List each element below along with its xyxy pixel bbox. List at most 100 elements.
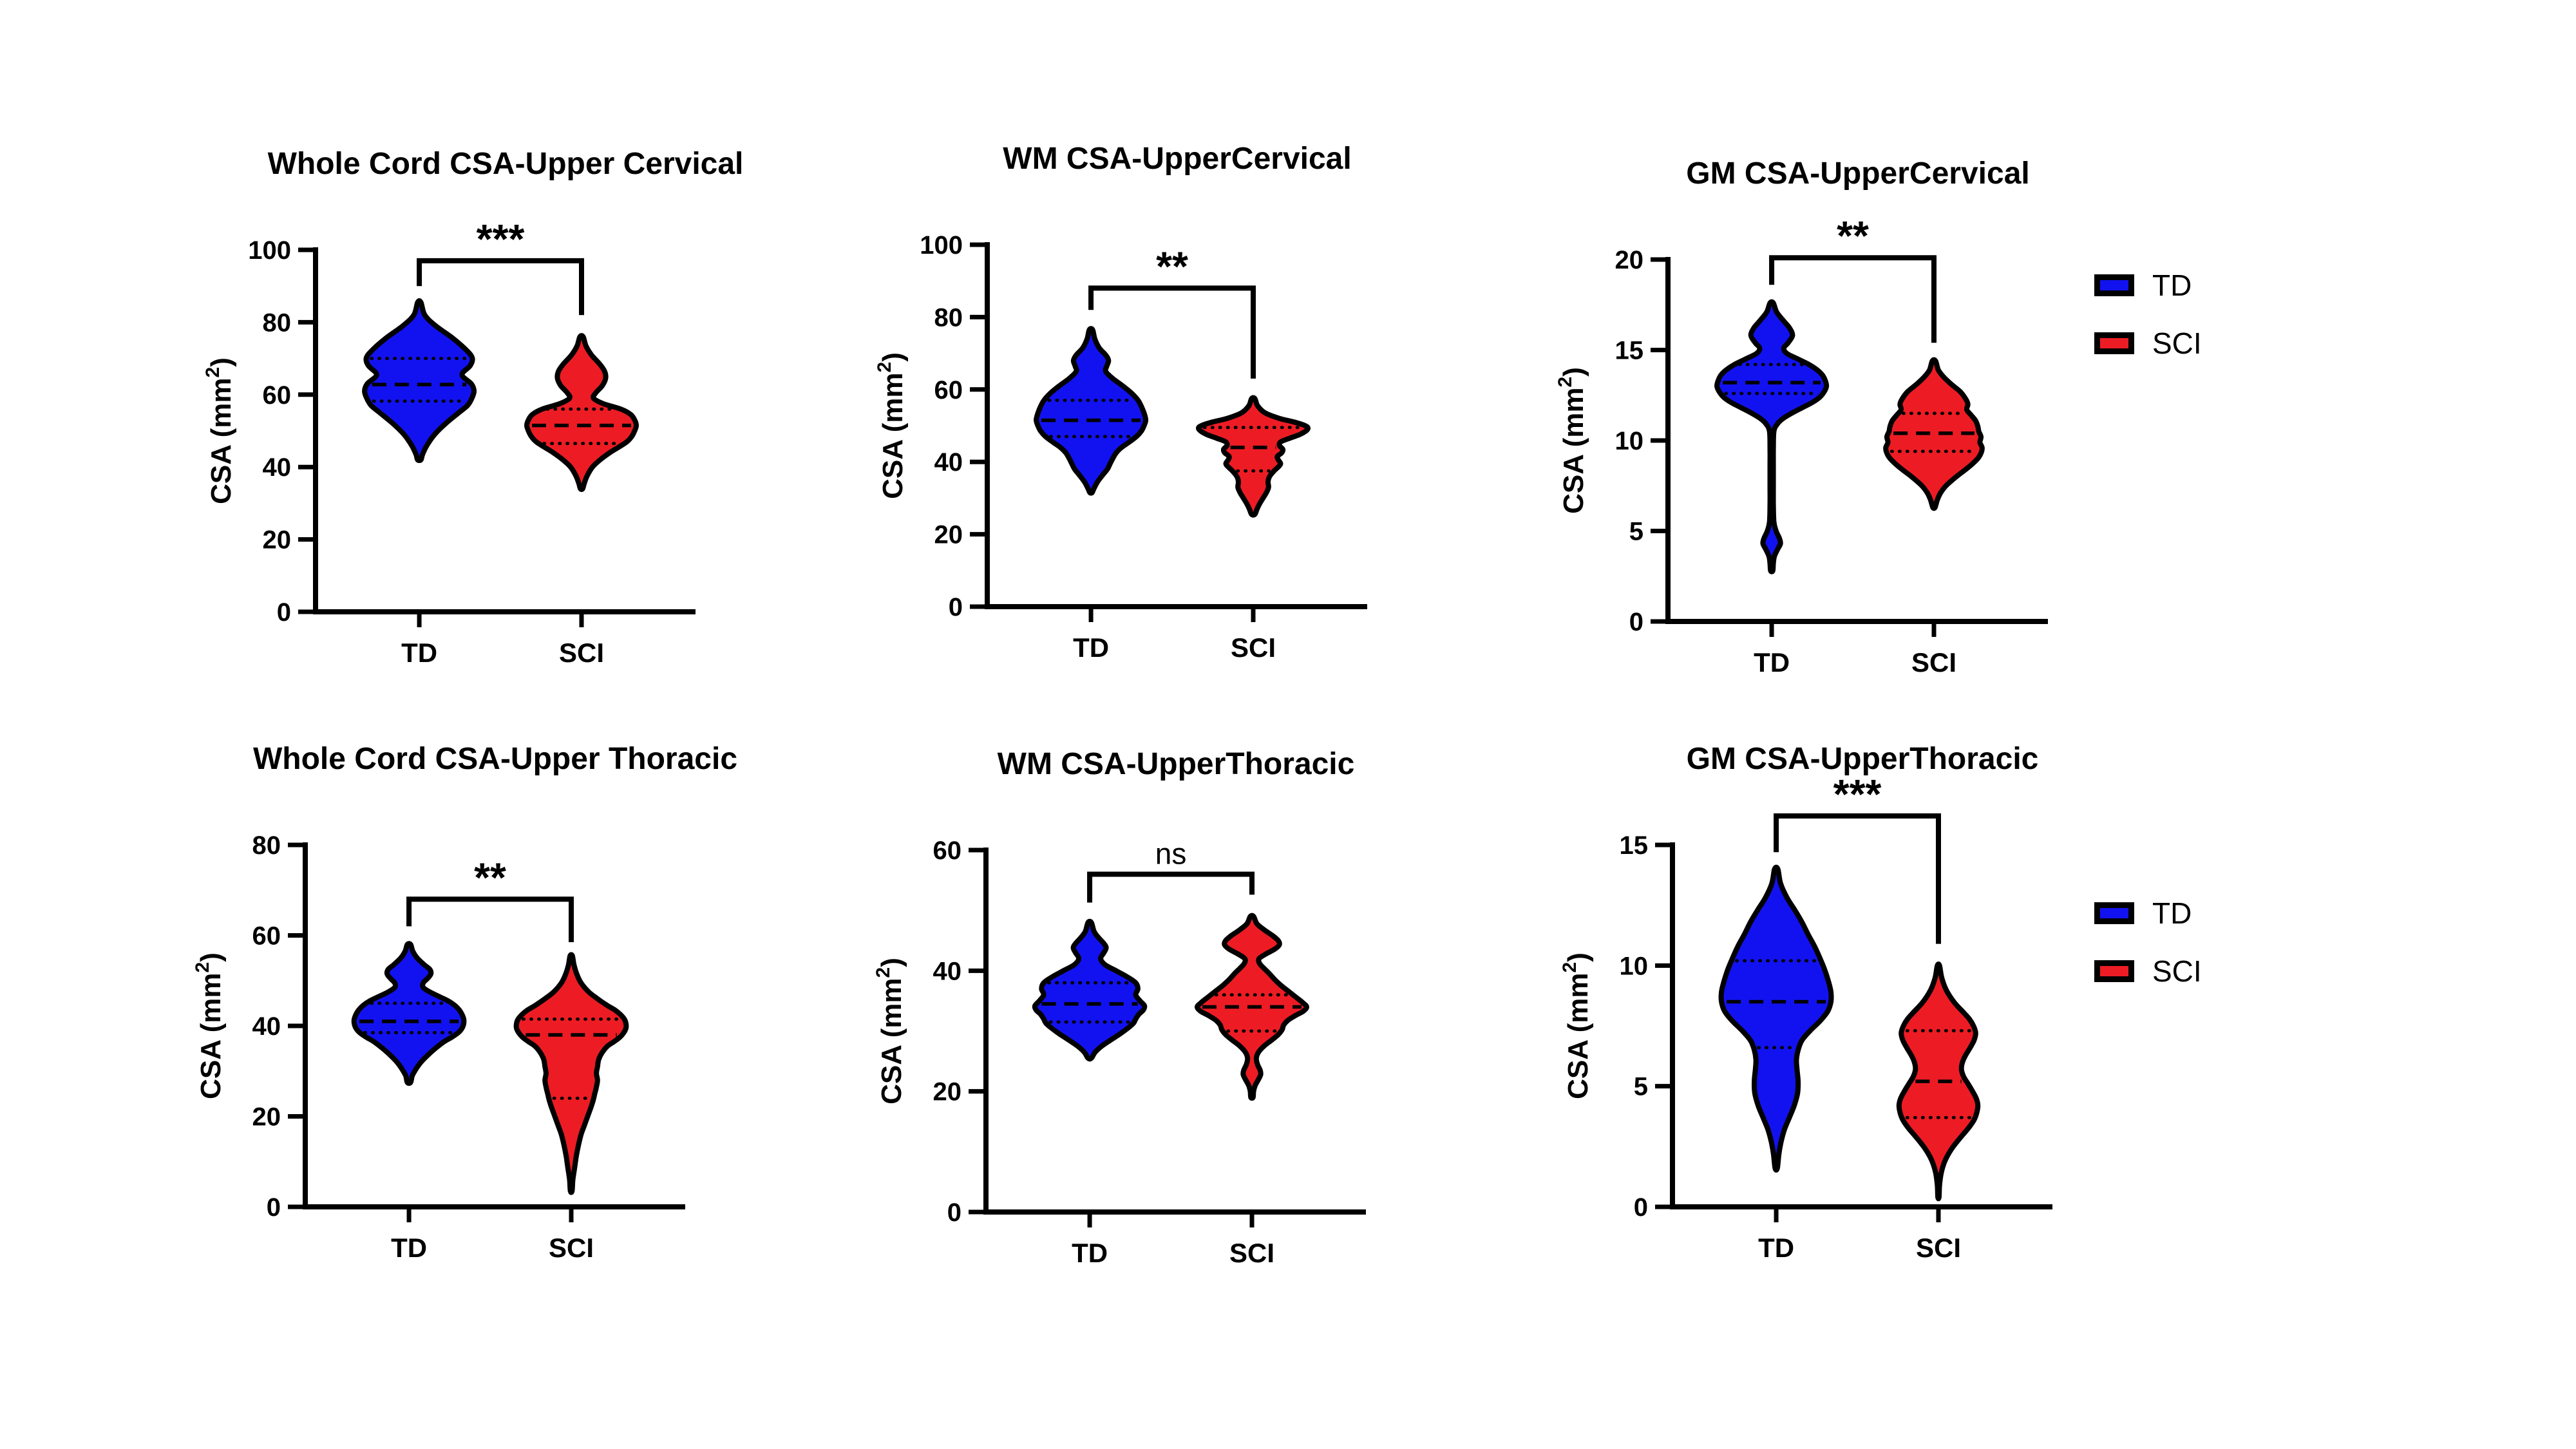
panel-title: GM CSA-UpperThoracic — [1687, 742, 2039, 776]
panel-gm-csa-upper-thoracic: GM CSA-UpperThoracic 0 5 10 15 TD SCI CSA (mm2)… — [1511, 710, 2271, 1373]
y-tick-label: 60 — [933, 837, 962, 865]
y-axis-label: CSA (mm2) — [202, 357, 237, 504]
y-tick-label: 20 — [934, 521, 963, 549]
violin-td — [362, 298, 477, 464]
x-category-label: SCI — [559, 638, 604, 668]
significance-label: *** — [1833, 771, 1882, 817]
td-color-swatch — [2094, 274, 2134, 296]
panel-title: Whole Cord CSA-Upper Thoracic — [253, 742, 737, 776]
sci-color-swatch — [2094, 332, 2134, 354]
y-tick-label: 80 — [934, 303, 963, 332]
legend-item-td: TD — [2094, 898, 2202, 928]
significance-label: ns — [1155, 837, 1187, 870]
y-tick-label: 60 — [934, 376, 963, 404]
y-tick-label: 5 — [1634, 1073, 1648, 1101]
legend-label-td: TD — [2152, 269, 2192, 302]
significance-bracket — [1088, 285, 1256, 379]
violin-plot-svg: Whole Cord CSA-Upper Thoracic 0 20 40 60 80 TD… — [192, 742, 737, 1263]
y-tick-label: 40 — [934, 448, 963, 477]
td-color-swatch — [2094, 902, 2134, 924]
panel-title: WM CSA-UpperThoracic — [998, 747, 1355, 781]
x-category-label: SCI — [1911, 647, 1956, 677]
x-category-label: SCI — [1916, 1233, 1961, 1263]
significance-bracket — [1774, 813, 1941, 944]
panel-title: WM CSA-UpperCervical — [1003, 142, 1351, 176]
violin-plot-svg: Whole Cord CSA-Upper Cervical 0 20 40 60 80 10… — [202, 147, 744, 668]
y-tick-label: 20 — [263, 526, 292, 554]
y-tick-label: 80 — [252, 831, 281, 860]
y-tick-label: 100 — [248, 236, 291, 265]
violin-td — [351, 941, 467, 1086]
panel-title: GM CSA-UpperCervical — [1686, 156, 2029, 191]
x-category-label: TD — [1073, 632, 1109, 663]
panel-wm-csa-upper-thoracic: WM CSA-UpperThoracic 0 20 40 60 TD SCI CSA (mm2… — [825, 715, 1585, 1378]
panel-whole-cord-csa-upper-thoracic: Whole Cord CSA-Upper Thoracic 0 20 40 60 80 TD… — [144, 710, 904, 1373]
legend-upper-row: TD SCI — [2094, 270, 2202, 358]
legend-item-sci: SCI — [2094, 328, 2202, 358]
y-tick-label: 0 — [1634, 1193, 1648, 1222]
violin-td — [1032, 918, 1148, 1062]
x-category-label: TD — [401, 638, 437, 668]
violin-sci — [1883, 357, 1985, 511]
y-tick-label: 15 — [1620, 831, 1649, 860]
y-tick-label: 40 — [933, 957, 962, 985]
y-tick-label: 15 — [1615, 337, 1644, 365]
panel-gm-csa-upper-cervical: GM CSA-UpperCervical 0 5 10 15 20 TD SCI CSA (mm… — [1507, 124, 2267, 788]
y-tick-label: 0 — [947, 1198, 961, 1227]
y-axis-label: CSA (mm2) — [1555, 367, 1589, 514]
y-tick-label: 5 — [1629, 518, 1643, 546]
y-tick-label: 40 — [263, 453, 292, 482]
y-tick-label: 0 — [1629, 608, 1643, 636]
legend-label-sci: SCI — [2152, 954, 2202, 988]
y-tick-label: 60 — [252, 922, 281, 951]
y-tick-label: 10 — [1615, 427, 1644, 455]
y-tick-label: 20 — [933, 1078, 962, 1106]
violin-plot-svg: WM CSA-UpperThoracic 0 20 40 60 TD SCI CSA (mm2… — [873, 747, 1366, 1268]
significance-label: *** — [477, 216, 525, 262]
significance-bracket — [1769, 255, 1937, 343]
x-category-label: TD — [1754, 647, 1790, 677]
violin-sci — [524, 333, 639, 492]
x-category-label: TD — [391, 1233, 427, 1263]
y-tick-label: 0 — [267, 1193, 281, 1222]
panel-title: Whole Cord CSA-Upper Cervical — [268, 147, 744, 181]
x-category-label: SCI — [1231, 632, 1276, 663]
panel-wm-csa-upper-cervical: WM CSA-UpperCervical 0 20 40 60 80 100 TD SCI CSA… — [826, 109, 1586, 773]
y-axis-label: CSA (mm2) — [873, 958, 907, 1104]
significance-label: ** — [474, 854, 506, 900]
legend-item-sci: SCI — [2094, 956, 2202, 986]
violin-plot-svg: WM CSA-UpperCervical 0 20 40 60 80 100 TD SCI CSA… — [874, 142, 1367, 663]
legend-lower-row: TD SCI — [2094, 898, 2202, 986]
violin-td — [1718, 864, 1834, 1173]
x-category-label: TD — [1072, 1238, 1108, 1268]
y-tick-label: 20 — [1615, 246, 1644, 274]
violin-plot-svg: GM CSA-UpperThoracic 0 5 10 15 TD SCI CSA (mm2)… — [1559, 742, 2052, 1263]
violin-sci — [1196, 395, 1311, 518]
y-axis-label: CSA (mm2) — [874, 352, 909, 499]
legend-label-td: TD — [2152, 896, 2192, 930]
violin-plot-svg: GM CSA-UpperCervical 0 5 10 15 20 TD SCI CSA (mm… — [1555, 156, 2048, 677]
significance-bracket — [417, 258, 584, 316]
sci-color-swatch — [2094, 960, 2134, 982]
y-tick-label: 100 — [920, 231, 963, 260]
x-category-label: SCI — [549, 1233, 594, 1263]
significance-label: ** — [1837, 213, 1869, 259]
y-tick-label: 0 — [277, 598, 291, 627]
y-tick-label: 20 — [252, 1103, 281, 1132]
significance-label: ** — [1156, 243, 1188, 289]
y-tick-label: 10 — [1620, 952, 1649, 980]
significance-bracket — [406, 896, 574, 942]
y-tick-label: 60 — [263, 381, 292, 410]
panel-whole-cord-csa-upper-cervical: Whole Cord CSA-Upper Cervical 0 20 40 60 80 10… — [155, 115, 914, 778]
y-axis-label: CSA (mm2) — [1559, 952, 1594, 1099]
y-tick-label: 40 — [252, 1012, 281, 1041]
violin-td — [1034, 326, 1149, 496]
legend-label-sci: SCI — [2152, 327, 2202, 360]
violin-td — [1714, 299, 1830, 574]
y-tick-label: 80 — [263, 308, 292, 337]
y-tick-label: 0 — [949, 593, 963, 621]
legend-item-td: TD — [2094, 270, 2202, 300]
y-axis-label: CSA (mm2) — [192, 952, 227, 1099]
significance-bracket — [1087, 871, 1255, 903]
